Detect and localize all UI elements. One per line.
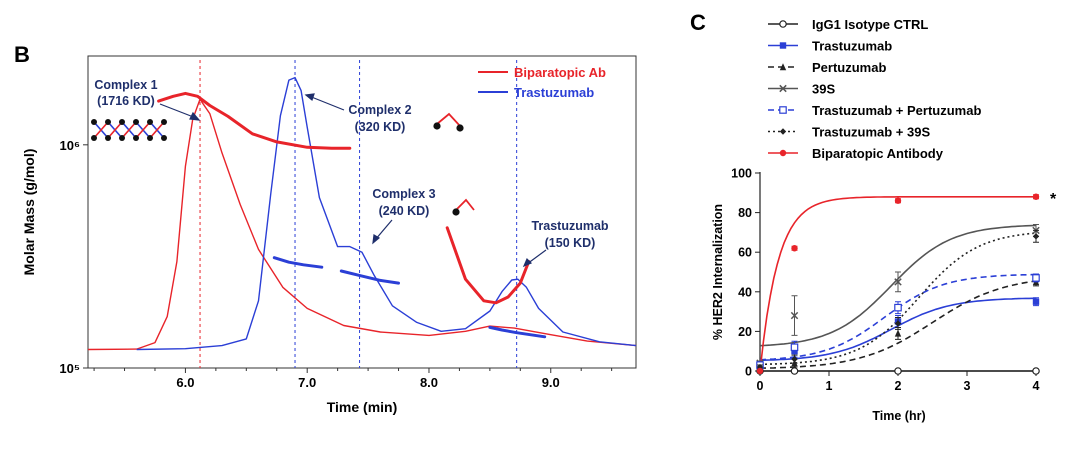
significance-star: * — [1050, 191, 1057, 208]
complex-2-schematic — [433, 112, 464, 132]
data-point-39s-1 — [790, 311, 799, 320]
data-point-trastuzumab-pertuzumab-1 — [790, 343, 799, 352]
c-y-tick-label-4: 80 — [738, 206, 752, 220]
legend-marker-pertuzumab — [779, 63, 787, 71]
data-point-biparatopic-antibody-2 — [894, 197, 902, 204]
annotation-complex-2-name: Complex 2 — [348, 103, 411, 117]
molar-mass-segment-2 — [272, 256, 324, 269]
data-point-igg1-isotype-ctrl-2 — [894, 367, 902, 375]
legend-marker-trastuzumab-pertuzumab — [779, 106, 787, 114]
molar-mass-segment-3 — [339, 269, 400, 285]
molar-mass-segment-4 — [488, 325, 547, 339]
legend-marker-trastuzumab-39s — [779, 128, 787, 135]
legend-marker-trastuzumab — [779, 42, 787, 49]
data-point-igg1-isotype-ctrl-3 — [1032, 367, 1040, 375]
data-point-trastuzumab-3 — [1032, 298, 1040, 305]
molar-mass-segment-0 — [157, 91, 352, 150]
fit-curve-biparatopic-antibody — [759, 196, 1036, 372]
legend-label-pertuzumab: Pertuzumab — [812, 60, 886, 75]
panel-b-chart: 6.0 7.0 8.0 9.0 10⁵ 10⁶ Time (min) Molar Mas… — [21, 55, 637, 415]
legend-marker-biparatopic-antibody — [779, 149, 787, 157]
panel-b-plot-frame — [87, 55, 637, 369]
data-point-trastuzumab-pertuzumab-3 — [1032, 274, 1040, 282]
annotation-trastuzumab-peak-name: Trastuzumab — [531, 219, 608, 233]
complex-3-schematic — [452, 198, 475, 216]
b-x-tick-label-3: 9.0 — [542, 375, 560, 390]
panel-c-x-axis-title: Time (hr) — [872, 409, 925, 423]
data-point-trastuzumab-39s-1 — [791, 355, 798, 363]
data-point-pertuzumab-2 — [894, 329, 902, 337]
c-y-tick-label-3: 60 — [738, 246, 752, 260]
c-x-tick-label-3: 3 — [964, 379, 971, 393]
annotation-arrowhead-complex-3 — [372, 234, 381, 245]
data-point-igg1-isotype-ctrl-1 — [790, 367, 799, 375]
fit-curve-trastuzumab-39s — [759, 232, 1037, 366]
data-point-biparatopic-antibody-1 — [791, 245, 798, 252]
legend-marker-igg1-isotype-ctrl — [779, 20, 787, 28]
panel-b-x-axis-title: Time (min) — [327, 399, 398, 415]
complex-1-schematic — [91, 119, 167, 141]
legend-label-trastuzumab-39s: Trastuzumab + 39S — [812, 125, 930, 140]
annotation-arrowhead-trastuzumab — [522, 257, 533, 268]
c-y-tick-label-2: 40 — [738, 285, 752, 299]
b-x-tick-label-2: 8.0 — [420, 375, 438, 390]
annotation-complex-3-name: Complex 3 — [372, 187, 435, 201]
c-x-tick-label-4: 4 — [1033, 379, 1040, 393]
legend-label-trastuzumab: Trastuzumab — [812, 39, 892, 54]
panel-b-letter: B — [14, 42, 30, 67]
legend-label-biparatopic-antibody: Biparatopic Antibody — [812, 146, 944, 161]
annotation-arrow-complex-2 — [308, 95, 345, 111]
c-x-tick-label-1: 1 — [826, 379, 833, 393]
annotation-complex-1-name: Complex 1 — [94, 78, 157, 92]
b-x-tick-label-0: 6.0 — [176, 375, 194, 390]
legend-label-trastuzumab: Trastuzumab — [514, 85, 594, 100]
data-point-trastuzumab-39s-3 — [1032, 233, 1040, 240]
c-y-tick-label-5: 100 — [731, 167, 752, 181]
annotation-arrow-complex-1 — [159, 103, 197, 119]
signal-trace-biparatopic-ab — [87, 98, 637, 351]
annotation-complex-2-mass: (320 KD) — [355, 120, 406, 134]
b-y-tick-label-0: 10⁵ — [59, 361, 80, 376]
annotation-complex-1-mass: (1716 KD) — [97, 94, 155, 108]
legend-label-39s: 39S — [812, 82, 835, 97]
panel-b-y-axis-title: Molar Mass (g/mol) — [21, 149, 37, 276]
legend-label-biparatopic: Biparatopic Ab — [514, 65, 606, 80]
panel-c-letter: C — [690, 10, 706, 35]
data-point-trastuzumab-pertuzumab-2 — [894, 303, 902, 312]
annotation-arrowhead-complex-1 — [189, 111, 201, 121]
legend-marker-39s — [779, 84, 787, 93]
data-point-trastuzumab-39s-2 — [894, 320, 902, 327]
annotation-arrowhead-complex-2 — [304, 93, 315, 102]
c-x-tick-label-2: 2 — [895, 379, 902, 393]
legend-label-igg1-isotype-ctrl: IgG1 Isotype CTRL — [812, 17, 928, 32]
molar-mass-segment-1 — [445, 226, 531, 305]
data-point-biparatopic-antibody-3 — [1032, 193, 1040, 200]
panel-c-chart: IgG1 Isotype CTRL Trastuzumab Pertuzumab 39… — [711, 17, 1057, 423]
fit-curve-pertuzumab — [759, 280, 1037, 369]
annotation-trastuzumab-peak-mass: (150 KD) — [545, 236, 596, 250]
data-point-biparatopic-antibody-0 — [756, 367, 764, 375]
c-y-tick-label-0: 0 — [745, 365, 752, 379]
data-point-39s-2 — [894, 278, 902, 286]
b-x-tick-label-1: 7.0 — [298, 375, 316, 390]
panel-c-y-axis-title: % HER2 Internalization — [711, 204, 725, 340]
c-x-tick-label-0: 0 — [757, 379, 764, 393]
annotation-complex-3-mass: (240 KD) — [379, 204, 430, 218]
c-y-tick-label-1: 20 — [738, 325, 752, 339]
legend-label-trastuzumab-pertuzumab: Trastuzumab + Pertuzumab — [812, 103, 981, 118]
b-y-tick-label-1: 10⁶ — [60, 138, 80, 153]
